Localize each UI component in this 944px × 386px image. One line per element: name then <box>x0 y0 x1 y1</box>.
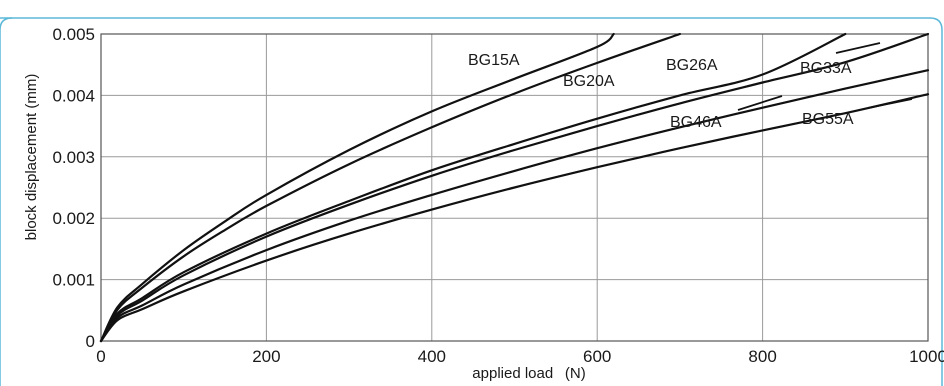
series-leader-line-bg46a <box>737 95 783 111</box>
series-label-bg15a: BG15A <box>468 52 520 69</box>
x-tick-label: 200 <box>252 347 280 366</box>
x-tick-label: 600 <box>583 347 611 366</box>
series-label-bg33a: BG33A <box>800 60 852 77</box>
series-line-bg26a <box>99 32 847 343</box>
series-leader-line-bg55a <box>867 98 913 109</box>
x-tick-label: 800 <box>748 347 776 366</box>
series-label-bg46a: BG46A <box>670 114 722 131</box>
figure-frame-left-border <box>0 17 13 386</box>
series-label-bg55a: BG55A <box>802 111 854 128</box>
series-line-bg46a <box>99 69 930 343</box>
x-tick-label: 0 <box>96 347 105 366</box>
series-line-bg15a <box>99 32 615 343</box>
y-tick-label: 0.005 <box>52 25 95 44</box>
y-tick-label: 0.003 <box>52 148 95 167</box>
series-line-bg33a <box>99 32 930 343</box>
plot-area-frame <box>100 33 929 342</box>
series-label-bg26a: BG26A <box>666 57 718 74</box>
series-labels-group: BG15A BG20A BG26A BG33A BG46A BG55A <box>468 42 913 131</box>
series-line-bg20a <box>99 32 681 343</box>
y-tick-label: 0.002 <box>52 209 95 228</box>
tick-labels-group: 0 200 400 600 800 1000 0 0.001 0.002 0.003 0.004 0.… <box>52 25 944 366</box>
y-tick-label: 0 <box>86 332 95 351</box>
grid-group <box>101 34 928 341</box>
x-tick-label: 400 <box>418 347 446 366</box>
series-line-bg55a <box>99 93 930 343</box>
x-axis-label: applied load (N) <box>472 365 585 382</box>
figure-frame-border <box>0 17 943 386</box>
y-tick-label: 0.001 <box>52 271 95 290</box>
y-axis-label: block displacement (mm) <box>23 74 40 241</box>
x-tick-label: 1000 <box>909 347 944 366</box>
y-tick-label: 0.004 <box>52 86 95 105</box>
series-leader-line-bg33a <box>835 42 881 54</box>
series-group <box>99 32 930 343</box>
series-label-bg20a: BG20A <box>563 73 615 90</box>
axes-group <box>100 33 929 342</box>
